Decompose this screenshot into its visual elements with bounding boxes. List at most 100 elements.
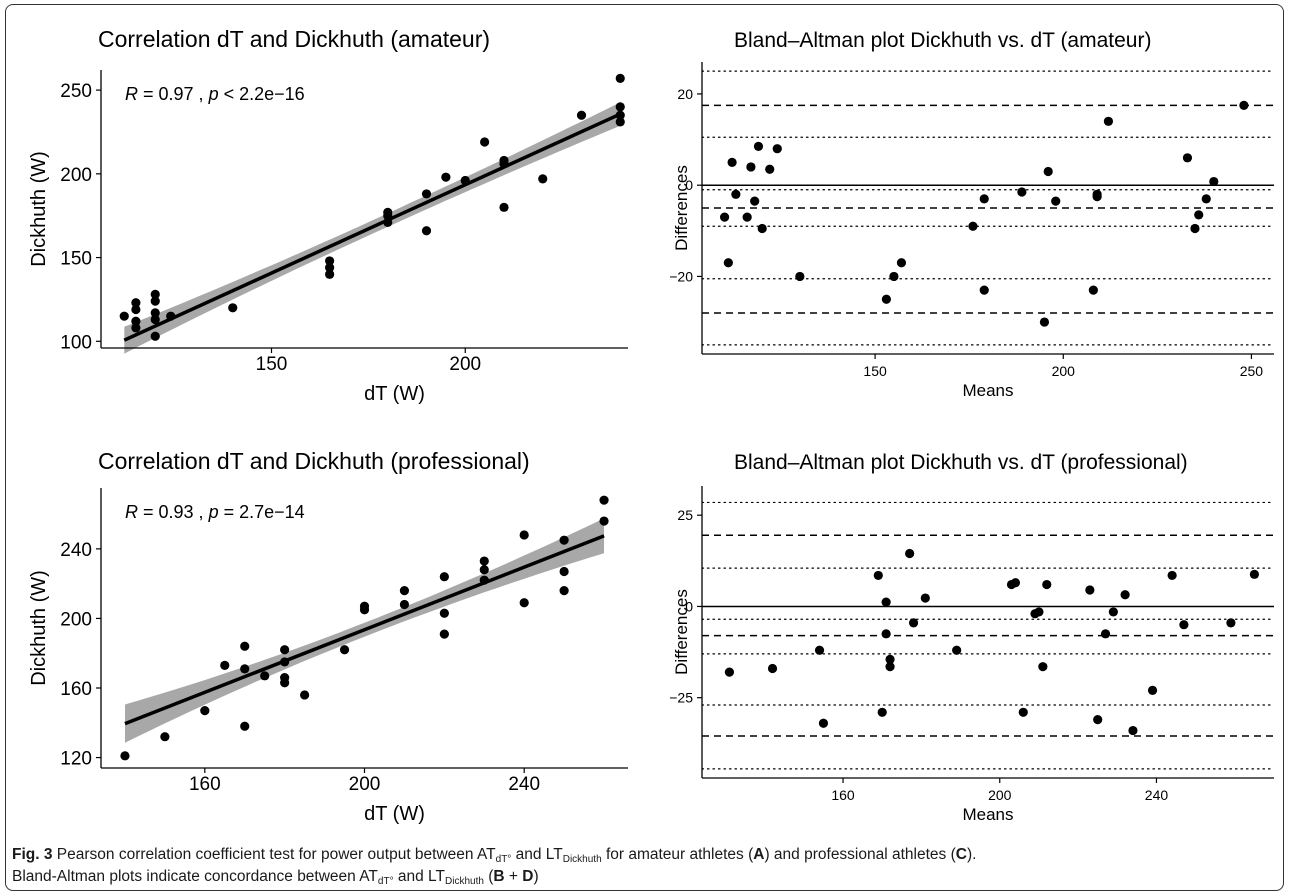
data-point (280, 657, 290, 667)
data-point (383, 211, 393, 221)
x-tick-label: 160 (189, 774, 221, 795)
data-point (881, 294, 891, 304)
x-tick-label: 200 (988, 787, 1012, 803)
data-point (1209, 176, 1219, 187)
data-point (479, 556, 489, 566)
data-point (240, 721, 250, 731)
caption-subscript: Dickhuth (445, 876, 484, 887)
data-point (905, 548, 915, 559)
y-tick-label: 0 (685, 177, 693, 193)
data-point (877, 707, 887, 717)
data-point (1043, 166, 1053, 177)
caption-label: Fig. 3 (12, 846, 53, 863)
data-point (615, 110, 625, 120)
data-point (615, 102, 625, 112)
data-point (1010, 578, 1021, 588)
data-point (1179, 620, 1189, 630)
data-point (1190, 223, 1200, 234)
data-point (1249, 569, 1260, 579)
chart-title: Bland–Altman plot Dickhuth vs. dT (amate… (734, 29, 1151, 52)
x-axis-label: Means (962, 805, 1013, 824)
data-point (885, 662, 895, 672)
caption-subscript: dT° (377, 876, 394, 887)
y-tick-label: 240 (60, 540, 92, 561)
y-axis-label: Differences (672, 589, 691, 675)
data-point (724, 667, 735, 677)
data-point (599, 516, 609, 526)
data-point (908, 618, 919, 628)
x-tick-label: 250 (1240, 363, 1264, 379)
chart-title: Correlation dT and Dickhuth (amateur) (98, 26, 490, 52)
data-point (1147, 685, 1158, 696)
data-point (719, 212, 730, 222)
data-point (1038, 662, 1048, 672)
data-point (750, 196, 760, 206)
y-tick-label: 25 (677, 507, 693, 523)
caption-text: ( (483, 868, 494, 885)
figure-canvas: Correlation dT and Dickhuth (amateur) 150… (28, 26, 1275, 825)
y-tick-label: 200 (60, 609, 92, 630)
data-point (131, 323, 141, 333)
data-point (1042, 579, 1052, 590)
data-point (325, 256, 335, 266)
data-point (499, 159, 509, 169)
x-axis-label: Means (962, 381, 1013, 400)
data-point (439, 608, 449, 618)
data-point (280, 678, 290, 688)
data-point (795, 271, 805, 282)
y-tick-label: 200 (60, 165, 92, 186)
data-point (1093, 715, 1103, 725)
caption-text: ). (966, 846, 977, 863)
figure-caption: Fig. 3 Pearson correlation coefficient t… (12, 844, 1278, 888)
caption-text: Bland-Altman plots indicate concordance … (12, 868, 378, 885)
data-point (968, 221, 978, 231)
data-point (300, 690, 310, 700)
data-point (131, 298, 141, 308)
data-point (818, 718, 829, 728)
data-point (1128, 725, 1138, 736)
chart-panel-b: Bland–Altman plot Dickhuth vs. dT (amate… (669, 29, 1275, 400)
caption-text: + (504, 868, 523, 885)
caption-subscript: dT° (495, 854, 512, 865)
data-point (731, 189, 741, 199)
data-point (1239, 100, 1249, 110)
caption-text: ) (533, 868, 539, 885)
data-point (479, 575, 489, 585)
correlation-annotation: R = 0.93 , p = 2.7e−14 (125, 502, 305, 522)
data-point (920, 593, 930, 603)
data-point (979, 194, 989, 204)
data-point (753, 141, 764, 152)
data-point (765, 164, 775, 174)
data-point (1018, 707, 1028, 717)
data-point (1034, 607, 1044, 617)
data-point (559, 566, 569, 577)
data-point (383, 217, 393, 227)
regression-line (124, 534, 605, 726)
caption-panel-letter: D (522, 868, 534, 885)
data-point (150, 296, 160, 306)
data-point (615, 117, 625, 127)
data-point (421, 226, 432, 236)
data-point (399, 599, 410, 610)
data-point (480, 137, 490, 147)
y-tick-label: −25 (669, 690, 693, 706)
data-point (519, 530, 529, 540)
data-point (881, 597, 891, 607)
data-point (325, 269, 335, 279)
caption-subscript: Dickhuth (562, 854, 602, 865)
data-point (1085, 585, 1095, 595)
data-point (538, 174, 548, 184)
data-point (1194, 210, 1204, 220)
data-point (1100, 629, 1111, 639)
chart-panel-a: Correlation dT and Dickhuth (amateur) 150… (28, 26, 628, 405)
x-tick-label: 200 (349, 774, 381, 795)
data-point (1039, 317, 1050, 327)
y-tick-label: 100 (60, 332, 92, 353)
x-tick-label: 150 (256, 354, 288, 375)
data-point (814, 645, 825, 655)
data-point (160, 732, 170, 742)
data-point (559, 535, 569, 545)
data-point (599, 495, 609, 505)
data-point (1108, 607, 1118, 617)
x-tick-label: 240 (508, 774, 540, 795)
